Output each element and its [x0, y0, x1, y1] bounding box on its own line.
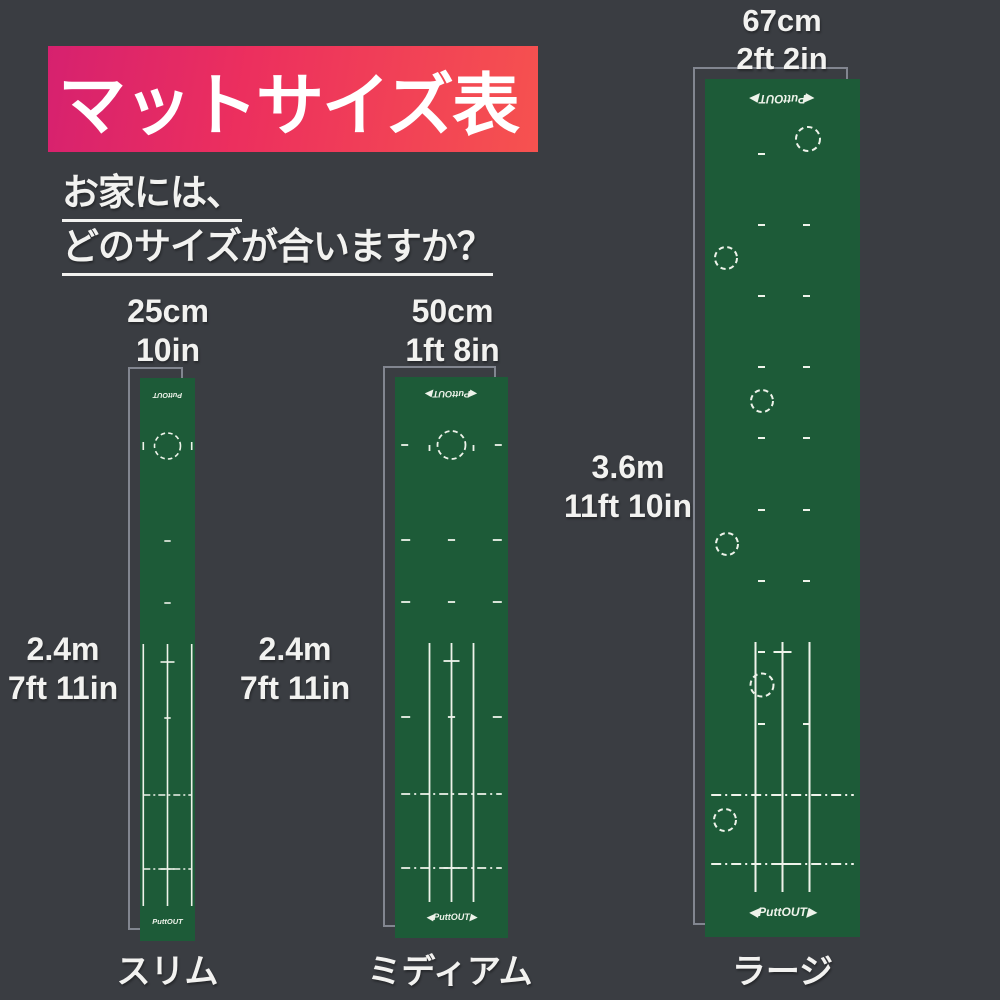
svg-text:◀PuttOUT▶: ◀PuttOUT▶	[748, 92, 814, 104]
svg-text:PuttOUT: PuttOUT	[152, 391, 182, 400]
svg-text:◀PuttOUT▶: ◀PuttOUT▶	[426, 912, 477, 922]
svg-text:◀PuttOUT▶: ◀PuttOUT▶	[424, 389, 477, 399]
svg-text:◀PuttOUT▶: ◀PuttOUT▶	[749, 905, 818, 919]
svg-text:PuttOUT: PuttOUT	[152, 917, 184, 926]
